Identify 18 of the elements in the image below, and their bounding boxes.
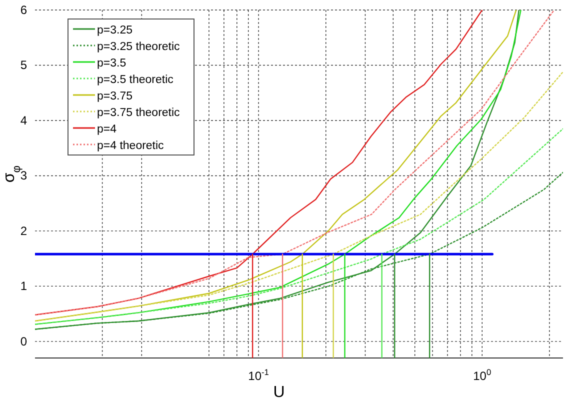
y-tick-label: 5 (20, 58, 28, 72)
x-tick-label: 10$^{0}$ (473, 367, 492, 383)
legend-label: p=3.5 (97, 58, 126, 70)
y-tick-label: 0 (20, 334, 28, 348)
legend-label: p=4 (97, 124, 118, 136)
y-tick-label: 3 (20, 168, 28, 183)
y-tick-label: 6 (20, 3, 28, 17)
legend-label: p=3.75 theoretic (97, 107, 180, 119)
legend-label: p=3.5 theoretic (97, 74, 174, 86)
legend-label: p=4 theoretic (97, 140, 164, 152)
y-tick-label: 1 (20, 279, 28, 294)
legend-label: p=3.25 theoretic (97, 41, 180, 53)
y-tick-label: 4 (20, 113, 28, 128)
legend-label: p=3.25 (97, 24, 132, 36)
x-tick-label: 10$^{-1}$ (248, 367, 270, 383)
x-axis-title: U (273, 384, 285, 401)
y-tick-label: 2 (20, 224, 28, 238)
legend-label: p=3.75 (97, 90, 132, 102)
